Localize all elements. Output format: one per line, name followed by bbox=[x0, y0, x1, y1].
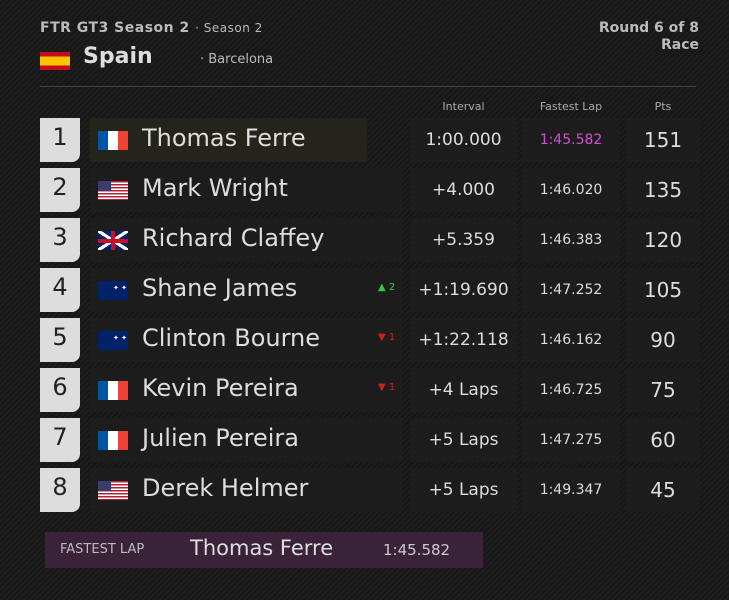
standings-row: 3 Richard Claffey +5.359 1:46.383 120 bbox=[40, 218, 700, 262]
interval: +5 Laps bbox=[410, 418, 517, 462]
points: 45 bbox=[626, 468, 700, 512]
standings-row: 8 Derek Helmer +5 Laps 1:49.347 45 bbox=[40, 468, 700, 512]
fastest-lap: 1:46.725 bbox=[522, 368, 620, 412]
au-flag-icon bbox=[98, 331, 128, 350]
points: 90 bbox=[626, 318, 700, 362]
divider bbox=[40, 86, 696, 87]
points: 135 bbox=[626, 168, 700, 212]
interval: +5.359 bbox=[410, 218, 517, 262]
series-name: FTR GT3 Season 2 bbox=[40, 20, 190, 36]
standings-row: 2 Mark Wright +4.000 1:46.020 135 bbox=[40, 168, 700, 212]
position-down: ▼ 1 bbox=[378, 332, 395, 343]
driver-name: Shane James bbox=[142, 274, 298, 302]
interval: 1:00.000 bbox=[410, 118, 517, 162]
fr-flag-icon bbox=[98, 131, 128, 150]
position: 4 bbox=[40, 268, 80, 312]
fastest-lap: 1:46.383 bbox=[522, 218, 620, 262]
position-change: 1 bbox=[388, 332, 396, 343]
country-name: Spain bbox=[83, 44, 153, 69]
driver-name: Derek Helmer bbox=[142, 474, 309, 502]
fastest-lap-label: FASTEST LAP bbox=[60, 542, 145, 557]
session-label: Race bbox=[660, 37, 699, 53]
fastest-lap: 1:46.020 bbox=[522, 168, 620, 212]
position-change: 2 bbox=[388, 282, 396, 293]
position: 5 bbox=[40, 318, 80, 362]
fr-flag-icon bbox=[98, 381, 128, 400]
round-label: Round 6 of 8 bbox=[598, 20, 699, 36]
driver-name: Mark Wright bbox=[142, 174, 288, 202]
driver-name: Kevin Pereira bbox=[142, 374, 299, 402]
driver-cell: Mark Wright bbox=[90, 168, 402, 212]
interval: +1:19.690 bbox=[410, 268, 517, 312]
driver-cell: Shane James bbox=[90, 268, 402, 312]
season-name: · Season 2 bbox=[195, 21, 263, 35]
driver-cell: Kevin Pereira bbox=[90, 368, 402, 412]
points: 105 bbox=[626, 268, 700, 312]
position-change: 1 bbox=[388, 382, 396, 393]
points: 151 bbox=[626, 118, 700, 162]
us-flag-icon bbox=[98, 481, 128, 500]
arrow-down-icon: ▼ bbox=[378, 332, 386, 343]
driver-name: Richard Claffey bbox=[142, 224, 325, 252]
arrow-up-icon: ▲ bbox=[378, 282, 386, 293]
standings-row: 1 Thomas Ferre 1:00.000 1:45.582 151 bbox=[40, 118, 700, 162]
fastest-lap: 1:45.582 bbox=[522, 118, 620, 162]
driver-cell: Richard Claffey bbox=[90, 218, 402, 262]
position: 7 bbox=[40, 418, 80, 462]
series-title: FTR GT3 Season 2 · Season 2 bbox=[40, 20, 263, 36]
position: 8 bbox=[40, 468, 80, 512]
us-flag-icon bbox=[98, 181, 128, 200]
position: 6 bbox=[40, 368, 80, 412]
position-down: ▼ 1 bbox=[378, 382, 395, 393]
standings-row: 4 Shane James ▲ 2 +1:19.690 1:47.252 105 bbox=[40, 268, 700, 312]
city-name: · Barcelona bbox=[200, 52, 274, 67]
driver-name: Julien Pereira bbox=[142, 424, 299, 452]
points: 120 bbox=[626, 218, 700, 262]
driver-cell: Clinton Bourne bbox=[90, 318, 402, 362]
header-fastest-lap: Fastest Lap bbox=[539, 100, 603, 113]
interval: +4.000 bbox=[410, 168, 517, 212]
fastest-lap-banner: FASTEST LAP Thomas Ferre 1:45.582 bbox=[45, 532, 483, 568]
fastest-lap-driver: Thomas Ferre bbox=[190, 536, 334, 560]
driver-cell: Julien Pereira bbox=[90, 418, 402, 462]
position: 1 bbox=[40, 118, 80, 162]
au-flag-icon bbox=[98, 281, 128, 300]
driver-cell: Derek Helmer bbox=[90, 468, 402, 512]
arrow-down-icon: ▼ bbox=[378, 382, 386, 393]
gb-flag-icon bbox=[98, 231, 128, 250]
header-interval: Interval bbox=[442, 100, 485, 113]
standings-row: 5 Clinton Bourne ▼ 1 +1:22.118 1:46.162 … bbox=[40, 318, 700, 362]
driver-name: Thomas Ferre bbox=[142, 124, 306, 152]
points: 75 bbox=[626, 368, 700, 412]
fastest-lap: 1:49.347 bbox=[522, 468, 620, 512]
points: 60 bbox=[626, 418, 700, 462]
fastest-lap: 1:47.252 bbox=[522, 268, 620, 312]
position-up: ▲ 2 bbox=[378, 282, 395, 293]
interval: +4 Laps bbox=[410, 368, 517, 412]
spain-flag-icon bbox=[40, 52, 70, 70]
interval: +1:22.118 bbox=[410, 318, 517, 362]
position: 2 bbox=[40, 168, 80, 212]
position: 3 bbox=[40, 218, 80, 262]
standings-row: 6 Kevin Pereira ▼ 1 +4 Laps 1:46.725 75 bbox=[40, 368, 700, 412]
fastest-lap-time: 1:45.582 bbox=[383, 541, 451, 559]
standings-row: 7 Julien Pereira +5 Laps 1:47.275 60 bbox=[40, 418, 700, 462]
interval: +5 Laps bbox=[410, 468, 517, 512]
fastest-lap: 1:46.162 bbox=[522, 318, 620, 362]
driver-name: Clinton Bourne bbox=[142, 324, 321, 352]
driver-cell: Thomas Ferre bbox=[90, 118, 367, 162]
round-info: Round 6 of 8 Race bbox=[599, 20, 699, 54]
fr-flag-icon bbox=[98, 431, 128, 450]
header-pts: Pts bbox=[654, 100, 672, 113]
fastest-lap: 1:47.275 bbox=[522, 418, 620, 462]
